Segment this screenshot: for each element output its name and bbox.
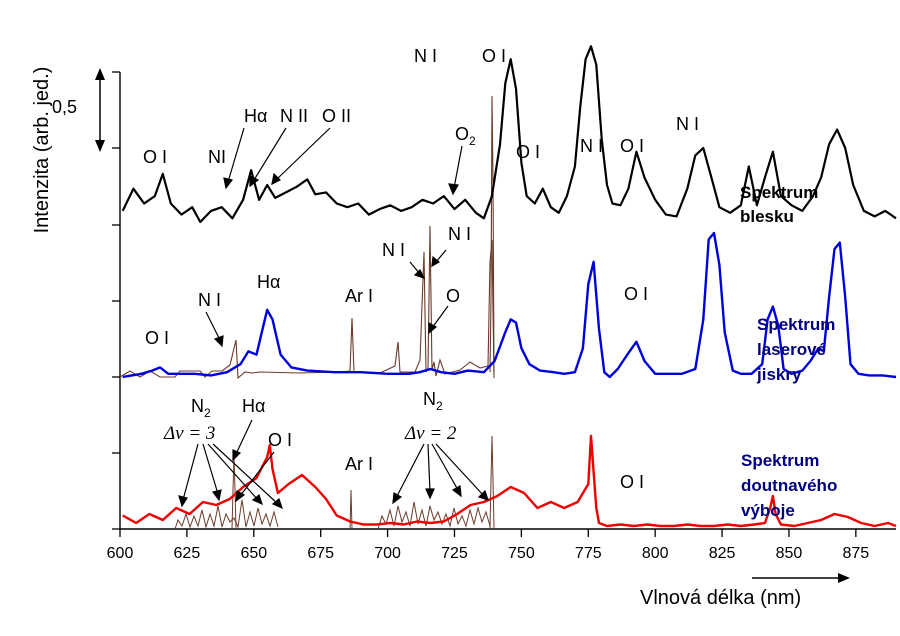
- ann-mid-ni-1: N I: [198, 290, 221, 310]
- ann-top-oi-peak: O I: [482, 46, 506, 66]
- y-ticks: [112, 71, 120, 530]
- ann-bot-n2-2-sub: 2: [436, 399, 443, 413]
- ann-top-oi-1: O I: [143, 147, 167, 167]
- laser-detail-trace: [119, 225, 495, 380]
- label-lightning-line1: Spektrum: [740, 183, 818, 202]
- series-laser: [122, 231, 897, 379]
- ann-mid-halpha: Hα: [257, 272, 280, 292]
- annotations-lightning: O I NI Hα N II O II N I O I O2 O I N I O…: [143, 46, 699, 196]
- label-laser: Spektrum laserové jiskry: [756, 315, 835, 384]
- x-tick-label: 625: [174, 545, 201, 562]
- ann-mid-oi-2: O I: [624, 284, 648, 304]
- x-tick-label: 750: [508, 545, 535, 562]
- ann-bot-n2-2-base: N: [423, 389, 436, 409]
- ann-top-ni-1: NI: [208, 147, 226, 167]
- x-tick-label: 850: [776, 545, 803, 562]
- annotations-laser: O I N I Hα Ar I N I N I O O I: [145, 224, 648, 348]
- ann-bot-halpha: Hα: [242, 396, 265, 416]
- series-lightning: [121, 45, 897, 224]
- ann-mid-o: O: [446, 286, 460, 306]
- glow-detail-trace: [174, 435, 495, 530]
- ann-top-o2-base: O: [455, 124, 469, 144]
- annotations-glow: N2 Δv = 3 Hα O I Ar I N2 Δv = 2 O I: [163, 389, 644, 510]
- scale-bar: 0,5: [52, 68, 105, 152]
- x-tick-label: 800: [642, 545, 669, 562]
- ann-top-ni-2: N I: [580, 136, 603, 156]
- lightning-detail-trace: [489, 95, 495, 373]
- ann-top-oi-2: O I: [516, 142, 540, 162]
- ann-bot-n2-2: N2: [423, 389, 443, 413]
- series-layer: [121, 45, 897, 528]
- label-laser-line2: laserové: [757, 340, 826, 359]
- ann-bot-n2-1: N2: [191, 396, 211, 420]
- label-glow-line3: výboje: [741, 501, 795, 520]
- ann-bot-dv3: Δv = 3: [163, 423, 215, 444]
- x-tick-label: 875: [843, 545, 870, 562]
- ann-bot-oi-2: O I: [620, 472, 644, 492]
- label-lightning-line2: blesku: [740, 207, 794, 226]
- label-glow: Spektrum doutnavého výboje: [741, 451, 837, 520]
- y-axis-title: Intenzita (arb. jed.): [31, 67, 53, 234]
- x-axis-title: Vlnová délka (nm): [640, 587, 801, 609]
- x-tick-label: 600: [107, 545, 134, 562]
- ann-top-o2: O2: [455, 124, 476, 148]
- x-tick-label: 725: [441, 545, 468, 562]
- series-glow: [122, 434, 897, 528]
- ann-mid-ari: Ar I: [345, 286, 373, 306]
- x-ticks: 600 625 650 675 700 725 750 775 800 825 850 875: [107, 529, 870, 562]
- ann-top-oii: O II: [322, 106, 351, 126]
- ann-bot-ari: Ar I: [345, 454, 373, 474]
- ann-bot-n2-1-base: N: [191, 396, 204, 416]
- x-tick-label: 825: [709, 545, 736, 562]
- ann-top-ni-3: N I: [676, 114, 699, 134]
- ann-mid-ni-3: N I: [448, 224, 471, 244]
- x-tick-label: 700: [374, 545, 401, 562]
- ann-bot-dv2: Δv = 2: [404, 423, 457, 444]
- ann-top-o2-sub: 2: [469, 134, 476, 148]
- label-lightning: Spektrum blesku: [740, 183, 818, 226]
- ann-mid-ni-2: N I: [382, 240, 405, 260]
- series-labels: Spektrum blesku Spektrum laserové jiskry Sp…: [740, 183, 837, 520]
- x-tick-label: 675: [307, 545, 334, 562]
- ann-bot-n2-1-sub: 2: [204, 406, 211, 420]
- ann-mid-oi-1: O I: [145, 328, 169, 348]
- ann-bot-oi-1: O I: [268, 430, 292, 450]
- ann-top-oi-3: O I: [620, 136, 644, 156]
- label-laser-line1: Spektrum: [757, 315, 835, 334]
- scale-bar-label: 0,5: [52, 97, 77, 117]
- ann-top-nii: N II: [280, 106, 308, 126]
- label-laser-line3: jiskry: [756, 365, 802, 384]
- x-tick-label: 775: [575, 545, 602, 562]
- label-glow-line1: Spektrum: [741, 451, 819, 470]
- ann-top-halpha: Hα: [244, 106, 267, 126]
- x-tick-label: 650: [240, 545, 267, 562]
- label-glow-line2: doutnavého: [741, 476, 837, 495]
- ann-top-ni-peak: N I: [414, 46, 437, 66]
- x-axis-arrow-head: [838, 573, 850, 583]
